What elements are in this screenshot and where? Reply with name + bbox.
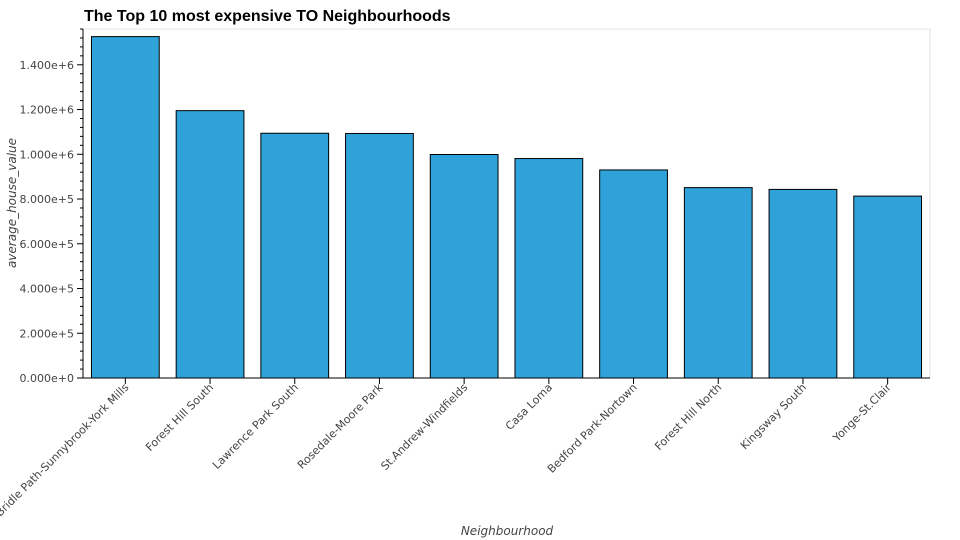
x-tick-label: Bedford Park-Nortown xyxy=(545,381,640,476)
y-axis: 0.000e+0 2.000e+5 4.000e+5 6.000e+5 8.000e+5… xyxy=(20,28,84,385)
bar xyxy=(853,195,923,379)
x-tick-label: Yonge-St.Clair xyxy=(830,381,894,445)
x-tick-label: Lawrence Park South xyxy=(210,381,301,472)
x-axis: Bridle Path-Sunnybrook-York Mills Forest … xyxy=(0,377,930,519)
bar xyxy=(345,132,414,379)
y-tick-label: 1.000e+6 xyxy=(20,148,74,161)
bar xyxy=(429,154,499,379)
bar xyxy=(683,187,753,379)
y-axis-title: average_house_value xyxy=(5,138,19,268)
bar xyxy=(175,110,245,379)
bar xyxy=(599,169,668,379)
chart-title: The Top 10 most expensive TO Neighbourho… xyxy=(84,8,451,25)
bars-group xyxy=(90,36,923,379)
x-tick-label: Forest Hill South xyxy=(143,381,216,454)
bar xyxy=(768,188,838,379)
y-tick-label: 1.400e+6 xyxy=(20,59,74,72)
x-tick-label: Bridle Path-Sunnybrook-York Mills xyxy=(0,381,132,519)
y-tick-label: 6.000e+5 xyxy=(20,238,74,251)
x-tick-label: St.Andrew-Windfields xyxy=(378,381,470,473)
bar xyxy=(90,36,160,379)
x-axis-title: Neighbourhood xyxy=(461,524,554,538)
x-tick-label: Kingsway South xyxy=(738,381,809,452)
bar xyxy=(260,132,330,379)
y-tick-label: 0.000e+0 xyxy=(20,372,74,385)
x-tick-label: Forest Hill North xyxy=(652,381,724,453)
y-tick-label: 8.000e+5 xyxy=(20,193,74,206)
y-tick-label: 2.000e+5 xyxy=(20,327,74,340)
y-tick-label: 4.000e+5 xyxy=(20,283,74,296)
y-tick-label: 1.200e+6 xyxy=(20,104,74,117)
bar xyxy=(514,158,584,379)
x-tick-label: Casa Loma xyxy=(503,381,555,433)
x-tick-label: Rosedale-Moore Park xyxy=(295,380,386,471)
